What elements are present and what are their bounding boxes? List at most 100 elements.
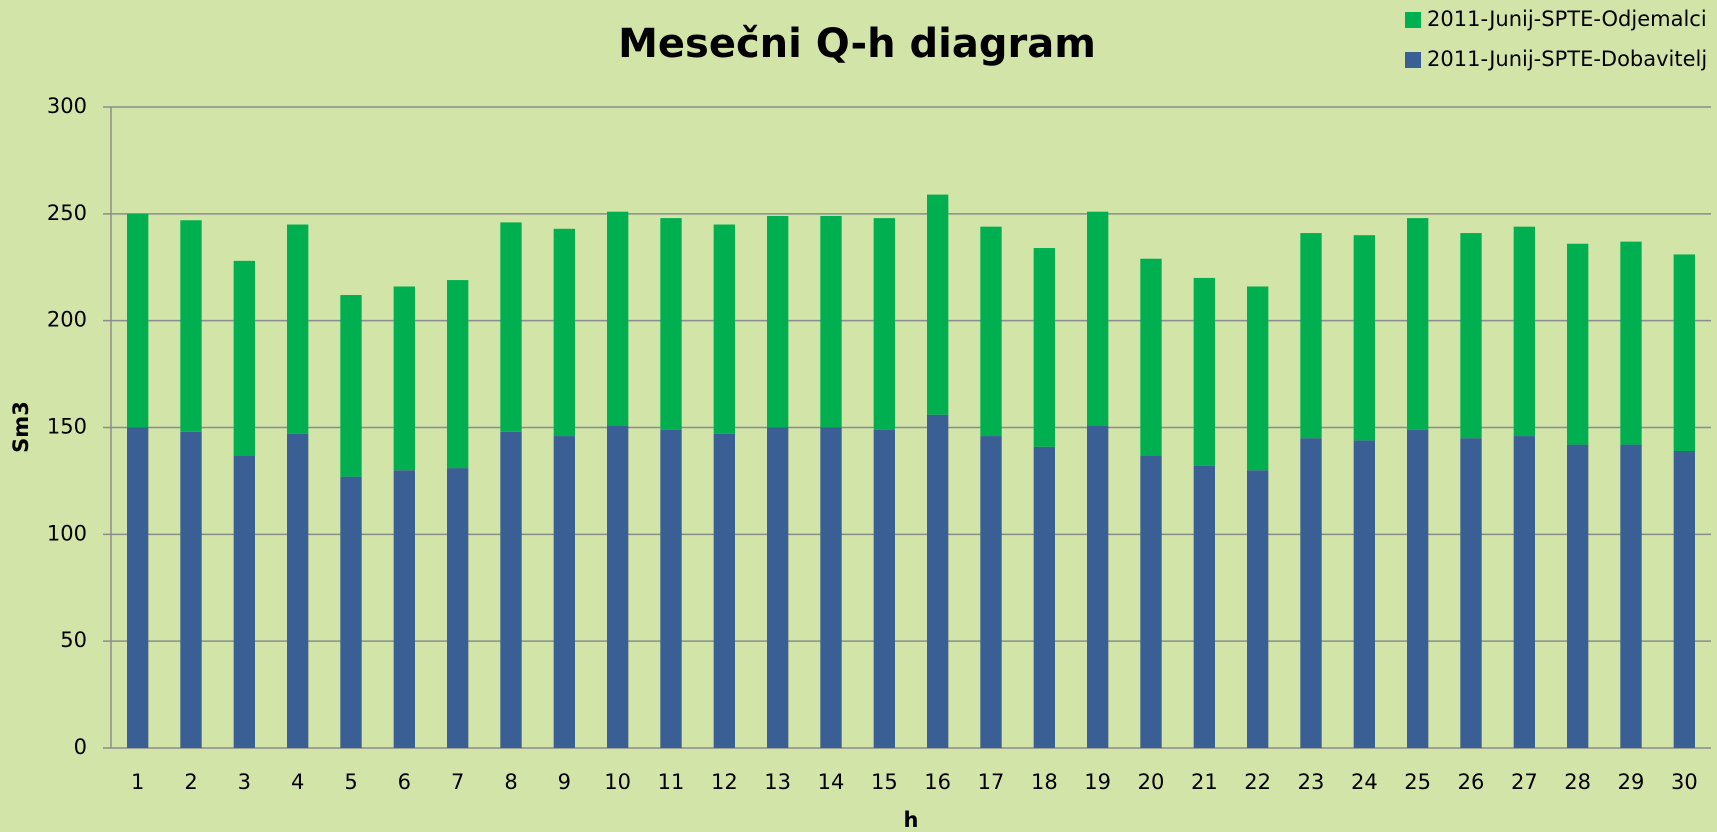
bar-segment bbox=[1407, 218, 1429, 430]
bar-segment bbox=[1300, 233, 1322, 439]
bar-segment bbox=[767, 215, 789, 428]
x-tick-label: 2 bbox=[184, 770, 197, 794]
x-tick-label: 9 bbox=[558, 770, 571, 794]
bar-segment bbox=[1193, 277, 1215, 466]
chart-title: Mesečni Q-h diagram bbox=[618, 21, 1096, 67]
x-tick-label: 14 bbox=[818, 770, 845, 794]
y-axis-label: Sm3 bbox=[9, 401, 33, 453]
legend-swatch bbox=[1405, 52, 1421, 68]
y-tick-label: 100 bbox=[47, 521, 87, 545]
bar-segment bbox=[1353, 235, 1375, 441]
bar-segment bbox=[873, 218, 895, 430]
bar-segment bbox=[1567, 243, 1589, 445]
y-tick-label: 150 bbox=[47, 415, 87, 439]
x-tick-label: 4 bbox=[291, 770, 304, 794]
bar-segment bbox=[1620, 241, 1642, 445]
bar-segment bbox=[980, 436, 1002, 748]
x-tick-label: 30 bbox=[1671, 770, 1698, 794]
bar-segment bbox=[127, 427, 149, 748]
bar-segment bbox=[1513, 226, 1535, 437]
bar-segment bbox=[1673, 254, 1695, 452]
x-tick-label: 5 bbox=[344, 770, 357, 794]
bar-segment bbox=[1033, 446, 1055, 748]
legend-swatch bbox=[1405, 12, 1421, 28]
bar-segment bbox=[1620, 444, 1642, 748]
bar-segment bbox=[713, 224, 735, 434]
y-tick-label: 0 bbox=[74, 735, 87, 759]
x-tick-label: 17 bbox=[978, 770, 1005, 794]
bar-segment bbox=[1460, 233, 1482, 439]
bar-segment bbox=[500, 431, 522, 748]
x-tick-label: 6 bbox=[398, 770, 411, 794]
x-tick-label: 7 bbox=[451, 770, 464, 794]
x-tick-label: 19 bbox=[1084, 770, 1111, 794]
bar-segment bbox=[180, 431, 202, 748]
x-tick-label: 27 bbox=[1511, 770, 1538, 794]
y-tick-label: 50 bbox=[60, 628, 87, 652]
legend-label: 2011-Junij-SPTE-Odjemalci bbox=[1427, 7, 1707, 31]
bar-segment bbox=[287, 224, 309, 434]
bar-segment bbox=[927, 414, 949, 748]
bar-segment bbox=[287, 433, 309, 748]
x-tick-label: 18 bbox=[1031, 770, 1058, 794]
bar-segment bbox=[873, 429, 895, 748]
bar-segment bbox=[127, 213, 149, 428]
bar-segment bbox=[180, 220, 202, 432]
bar-segment bbox=[1460, 438, 1482, 748]
bar-segment bbox=[1673, 451, 1695, 748]
x-tick-label: 1 bbox=[131, 770, 144, 794]
x-tick-label: 3 bbox=[238, 770, 251, 794]
bar-segment bbox=[1353, 440, 1375, 748]
x-tick-label: 12 bbox=[711, 770, 738, 794]
x-axis-label: h bbox=[904, 808, 919, 832]
bar-segment bbox=[1087, 425, 1109, 748]
bar-segment bbox=[393, 470, 415, 748]
x-tick-label: 11 bbox=[658, 770, 685, 794]
y-tick-label: 300 bbox=[47, 94, 87, 118]
bar-segment bbox=[607, 211, 629, 426]
x-tick-label: 25 bbox=[1404, 770, 1431, 794]
bar-segment bbox=[607, 425, 629, 748]
legend-label: 2011-Junij-SPTE-Dobavitelj bbox=[1427, 47, 1707, 71]
bar-segment bbox=[1033, 248, 1055, 447]
bar-segment bbox=[500, 222, 522, 432]
x-tick-label: 22 bbox=[1244, 770, 1271, 794]
bar-segment bbox=[1407, 429, 1429, 748]
bar-segment bbox=[1567, 444, 1589, 748]
bar-segment bbox=[820, 215, 842, 428]
bar-segment bbox=[1087, 211, 1109, 426]
x-tick-label: 20 bbox=[1138, 770, 1165, 794]
bar-segment bbox=[927, 194, 949, 415]
x-tick-label: 8 bbox=[504, 770, 517, 794]
bar-segment bbox=[340, 295, 362, 477]
bar-segment bbox=[767, 427, 789, 748]
y-tick-label: 200 bbox=[47, 308, 87, 332]
x-tick-label: 28 bbox=[1564, 770, 1591, 794]
bar-segment bbox=[447, 468, 469, 748]
bar-segment bbox=[553, 436, 575, 748]
bar-segment bbox=[1300, 438, 1322, 748]
bar-segment bbox=[660, 218, 682, 430]
bar-segment bbox=[1193, 465, 1215, 748]
bar-segment bbox=[660, 429, 682, 748]
y-tick-label: 250 bbox=[47, 201, 87, 225]
bar-segment bbox=[447, 280, 469, 469]
bar-segment bbox=[233, 260, 255, 456]
x-tick-label: 10 bbox=[604, 770, 631, 794]
bar-segment bbox=[1513, 436, 1535, 748]
bar-segment bbox=[553, 228, 575, 437]
x-tick-label: 15 bbox=[871, 770, 898, 794]
x-tick-label: 26 bbox=[1458, 770, 1485, 794]
bar-segment bbox=[1140, 455, 1162, 748]
bar-segment bbox=[340, 476, 362, 748]
bar-segment bbox=[980, 226, 1002, 437]
x-tick-label: 16 bbox=[924, 770, 951, 794]
x-tick-label: 24 bbox=[1351, 770, 1378, 794]
bar-segment bbox=[1140, 258, 1162, 456]
bar-segment bbox=[713, 433, 735, 748]
x-tick-label: 23 bbox=[1298, 770, 1325, 794]
x-tick-label: 21 bbox=[1191, 770, 1218, 794]
bar-segment bbox=[1247, 286, 1269, 471]
bar-segment bbox=[233, 455, 255, 748]
